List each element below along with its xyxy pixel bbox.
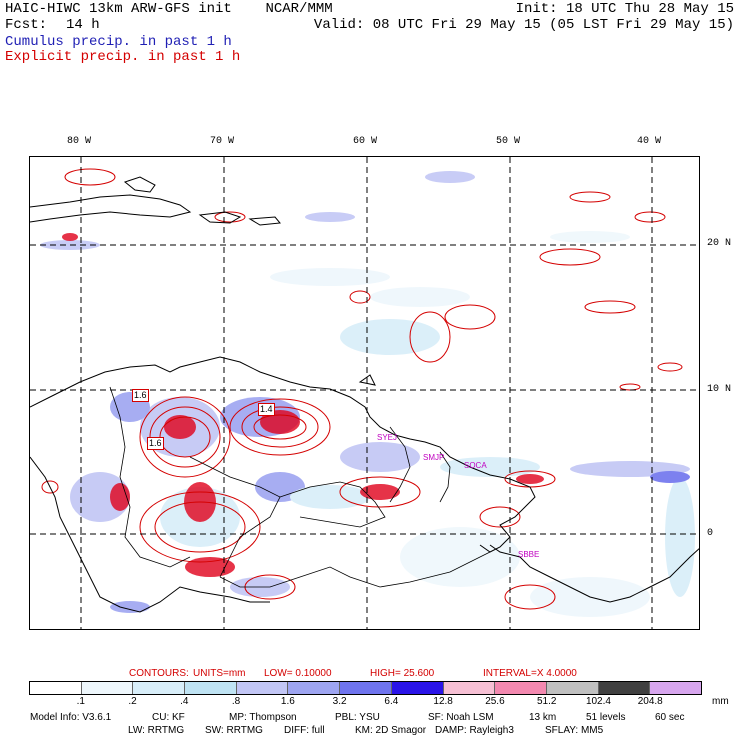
model-info-km: KM: 2D Smagor xyxy=(355,725,427,736)
colorbar-tick-label: 204.8 xyxy=(637,696,663,707)
colorbar-swatch xyxy=(495,682,547,694)
colorbar-units: mm xyxy=(712,696,729,707)
model-info-damp: DAMP: Rayleigh3 xyxy=(435,725,514,736)
model-info-sflay: SFLAY: MM5 xyxy=(545,725,604,736)
contours-label: CONTOURS: xyxy=(129,668,189,679)
model-info-sf: SF: Noah LSM xyxy=(428,712,494,723)
forecast-hour: 14 h xyxy=(66,17,100,33)
model-info-sw: SW: RRTMG xyxy=(205,725,263,736)
contour-label: 1.6 xyxy=(132,389,149,402)
colorbar-swatch xyxy=(288,682,341,694)
lon-label-70w: 70 W xyxy=(210,136,235,147)
colorbar-tick-label: 12.8 xyxy=(433,696,453,707)
colorbar-swatch xyxy=(340,682,392,694)
model-info-pbl: PBL: YSU xyxy=(335,712,380,723)
colorbar-tick-label: .2 xyxy=(128,696,137,707)
contours-low: LOW= 0.10000 xyxy=(264,668,332,679)
colorbar-tick-label: 6.4 xyxy=(384,696,399,707)
colorbar-swatch xyxy=(81,682,134,694)
model-info-step: 60 sec xyxy=(655,712,685,723)
forecast-label: Fcst: xyxy=(5,17,48,33)
colorbar xyxy=(29,681,702,695)
colorbar-swatch xyxy=(133,682,186,694)
lat-label-10n: 10 N xyxy=(707,384,732,395)
colorbar-tick-label: 102.4 xyxy=(585,696,611,707)
contour-label: 1.6 xyxy=(147,437,164,450)
contours-interval: INTERVAL=X 4.0000 xyxy=(483,668,577,679)
contours-high: HIGH= 25.600 xyxy=(370,668,435,679)
colorbar-swatch xyxy=(598,682,651,694)
colorbar-swatch xyxy=(443,682,496,694)
station-label: SOCA xyxy=(464,461,487,470)
legend-cumulus: Cumulus precip. in past 1 h xyxy=(5,34,232,50)
colorbar-tick-label: .8 xyxy=(231,696,241,707)
init-time: Init: 18 UTC Thu 28 May 15 xyxy=(515,1,734,17)
colorbar-swatch xyxy=(650,682,701,694)
station-label: SBBE xyxy=(518,550,540,559)
colorbar-swatch xyxy=(546,682,599,694)
lon-label-60w: 60 W xyxy=(353,136,378,147)
lon-label-40w: 40 W xyxy=(637,136,662,147)
contour-label: 1.4 xyxy=(258,403,275,416)
model-info-mp: MP: Thompson xyxy=(229,712,297,723)
model-info-levels: 51 levels xyxy=(586,712,626,723)
legend-explicit: Explicit precip. in past 1 h xyxy=(5,49,241,65)
colorbar-tick-label: 1.6 xyxy=(280,696,295,707)
lon-label-80w: 80 W xyxy=(67,136,92,147)
colorbar-tick-label: 51.2 xyxy=(536,696,557,707)
colorbar-swatch xyxy=(236,682,289,694)
colorbar-swatch xyxy=(30,682,82,694)
model-info-lw: LW: RRTMG xyxy=(128,725,185,736)
model-info-diff: DIFF: full xyxy=(284,725,325,736)
station-label: SYEJ xyxy=(377,433,398,442)
coastlines xyxy=(30,176,699,613)
lon-label-50w: 50 W xyxy=(496,136,521,147)
colorbar-tick-label: 3.2 xyxy=(332,696,347,707)
map-canvas xyxy=(30,157,699,629)
contours-units: UNITS=mm xyxy=(193,668,246,679)
model-info-cu: CU: KF xyxy=(152,712,185,723)
model-info-version: Model Info: V3.6.1 xyxy=(30,712,112,723)
station-label: SMJP xyxy=(423,453,445,462)
valid-time: Valid: 08 UTC Fri 29 May 15 (05 LST Fri … xyxy=(313,17,734,33)
explicit-precip-contours xyxy=(41,168,683,610)
colorbar-tick-label: 25.6 xyxy=(485,696,505,707)
colorbar-swatch xyxy=(185,682,237,694)
model-info-res: 13 km xyxy=(529,712,557,723)
colorbar-tick-label: .4 xyxy=(180,696,189,707)
lat-label-0: 0 xyxy=(707,528,714,539)
colorbar-tick-label: .1 xyxy=(76,696,85,707)
colorbar-swatch xyxy=(391,682,444,694)
model-title: HAIC-HIWC 13km ARW-GFS init NCAR/MMM xyxy=(5,1,333,17)
map-panel[interactable]: 1.6 1.4 1.6 SYEJ SMJP SOCA SBBE xyxy=(29,156,700,630)
country-borders xyxy=(109,386,491,588)
lat-label-20n: 20 N xyxy=(707,238,732,249)
